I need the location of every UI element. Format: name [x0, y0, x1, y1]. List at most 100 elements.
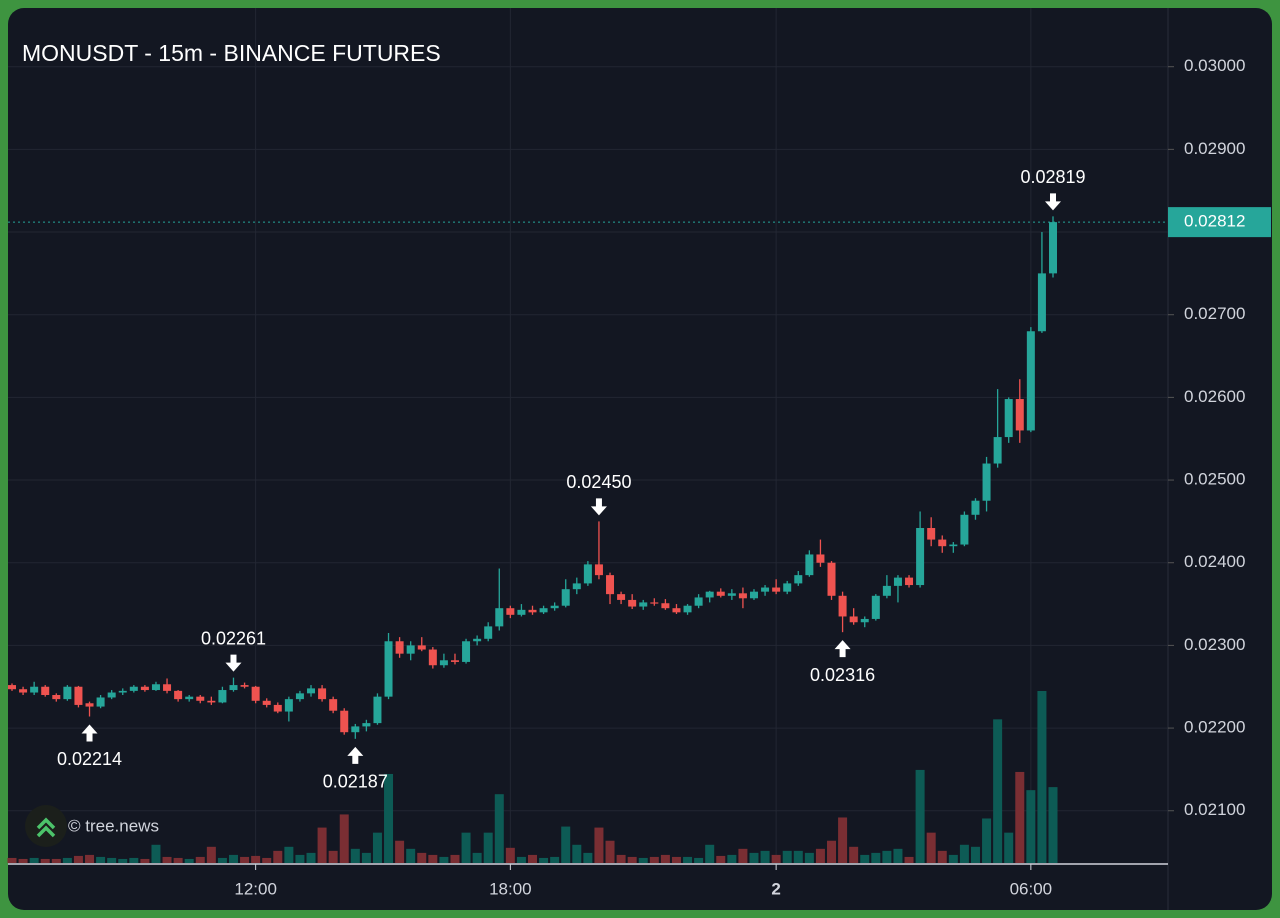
volume-bar [970, 846, 980, 863]
annotation-arrow [225, 654, 242, 672]
y-tick-label: 0.02500 [1184, 470, 1245, 489]
volume-bar [450, 854, 460, 863]
candle-body [783, 583, 792, 592]
candle-body [827, 562, 836, 596]
volume-bar [151, 844, 161, 863]
volume-bar [73, 855, 83, 863]
candle-body [41, 686, 50, 696]
candle-body [196, 696, 205, 701]
candle-body [550, 605, 559, 609]
candle-body [163, 684, 172, 691]
candle-body [661, 603, 670, 609]
candle-body [30, 686, 39, 693]
volume-bar [539, 857, 549, 863]
last-price-label: 0.02812 [1184, 212, 1245, 231]
volume-bar [594, 827, 604, 863]
volume-bar [317, 827, 327, 863]
candle-body [52, 695, 61, 700]
candle-body [772, 587, 781, 592]
volume-bar [472, 852, 482, 863]
volume-bar [505, 847, 515, 863]
candle-body [761, 587, 770, 592]
candle-body [1026, 331, 1035, 431]
candle-body [473, 638, 482, 642]
volume-bar [871, 852, 881, 863]
volume-bar [228, 854, 238, 863]
candle-body [1015, 399, 1024, 431]
watermark: © tree.news [68, 816, 159, 835]
candle-body [439, 660, 448, 666]
candle-body [240, 685, 249, 687]
volume-bar [273, 850, 283, 863]
candle-body [794, 575, 803, 584]
volume-bar [173, 857, 183, 863]
candle-body [528, 609, 537, 613]
chart-background [8, 8, 1272, 910]
volume-bar [62, 857, 72, 863]
candle-body [185, 696, 194, 700]
volume-bar [118, 858, 128, 863]
candle-body [151, 684, 160, 691]
volume-bar [483, 832, 493, 863]
candle-body [174, 690, 183, 700]
logo-mark [36, 817, 56, 838]
candle-body [882, 585, 891, 596]
volume-bar [295, 854, 305, 863]
candle-body [539, 608, 548, 613]
volume-bar [262, 857, 272, 863]
candle-body [561, 589, 570, 606]
volume-bar [838, 817, 848, 863]
volume-bar [926, 832, 936, 863]
volume-bar [694, 857, 704, 863]
volume-bar [959, 844, 969, 863]
annotation-label: 0.02261 [201, 628, 266, 648]
volume-bar [638, 857, 648, 863]
y-tick-label: 0.02200 [1184, 718, 1245, 737]
candle-body [307, 688, 316, 694]
candle-body [8, 685, 16, 690]
volume-bar [815, 848, 825, 863]
volume-bar [993, 719, 1003, 863]
candle-body [628, 599, 637, 607]
volume-bar [572, 844, 582, 863]
candle-body [118, 690, 127, 693]
volume-bar [206, 846, 216, 863]
volume-bar [339, 814, 349, 863]
volume-bar [915, 769, 925, 863]
y-tick-label: 0.02700 [1184, 304, 1245, 323]
candle-body [495, 608, 504, 627]
y-tick-label: 0.02600 [1184, 387, 1245, 406]
candle-body [318, 688, 327, 700]
candle-body [927, 528, 936, 540]
candle-body [805, 554, 814, 576]
volume-bar [1004, 832, 1014, 863]
x-tick-label: 12:00 [234, 879, 277, 898]
volume-bar [372, 832, 382, 863]
volume-layer [7, 691, 1058, 863]
candle-body [450, 660, 459, 662]
candle-body [229, 685, 238, 691]
candle-body [949, 544, 958, 547]
candle-body [816, 554, 825, 563]
candle-body [849, 616, 858, 623]
candle-body [207, 700, 216, 703]
y-tick-label: 0.02400 [1184, 552, 1245, 571]
candle-body [749, 591, 758, 599]
candle-body [1004, 399, 1013, 438]
volume-bar [760, 850, 770, 863]
volume-bar [771, 854, 781, 863]
candle-body [273, 704, 282, 712]
candle-body [351, 726, 360, 733]
candle-body [218, 690, 227, 703]
candle-layer [8, 216, 1057, 739]
y-tick-label: 0.02300 [1184, 635, 1245, 654]
x-tick-label: 2 [771, 879, 780, 898]
candle-body [284, 699, 293, 712]
candle-body [1049, 222, 1057, 274]
volume-bar [660, 854, 670, 863]
x-tick-label: 06:00 [1010, 879, 1053, 898]
candle-body [938, 539, 947, 547]
volume-bar [129, 857, 139, 863]
